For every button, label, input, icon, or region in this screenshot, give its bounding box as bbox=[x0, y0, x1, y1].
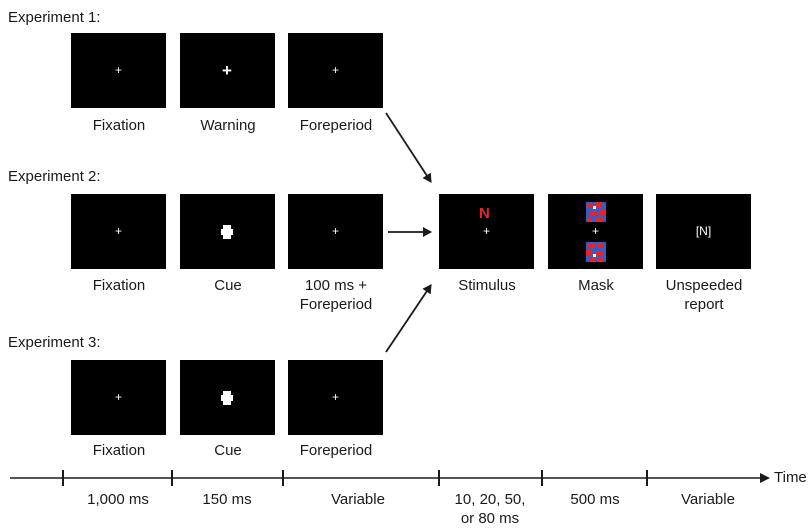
interval-label: 500 ms bbox=[570, 491, 620, 508]
caption-stimulus: Stimulus bbox=[458, 277, 516, 294]
interval-label: Variable bbox=[681, 491, 735, 508]
exp2-fixation-screen: + bbox=[71, 194, 166, 269]
fixation-cross-icon: + bbox=[115, 390, 123, 404]
warning-cross-icon: + bbox=[222, 61, 232, 80]
interval-label: 150 ms bbox=[202, 491, 252, 508]
experiment-2-title: Experiment 2: bbox=[8, 168, 101, 185]
exp2-caption-foreperiod: 100 ms + Foreperiod bbox=[299, 277, 373, 313]
fixation-cross-icon: + bbox=[332, 390, 340, 404]
fixation-cross-icon: + bbox=[115, 224, 123, 238]
mask-screen: + bbox=[548, 194, 643, 269]
exp3-caption-foreperiod: Foreperiod bbox=[299, 442, 373, 459]
interval-label: Variable bbox=[331, 491, 385, 508]
exp1-caption-fixation: Fixation bbox=[92, 117, 146, 134]
cue-marker-icon bbox=[221, 395, 233, 401]
timeline-arrowhead-icon bbox=[760, 473, 770, 483]
exp1-caption-foreperiod: Foreperiod bbox=[299, 117, 373, 134]
exp3-foreperiod-screen: + bbox=[288, 360, 383, 435]
mask-pattern-bottom-icon bbox=[586, 242, 606, 262]
stimulus-screen: N + bbox=[439, 194, 534, 269]
arrow-exp1-to-stimulus bbox=[385, 112, 432, 183]
exp1-caption-warning: Warning bbox=[200, 117, 256, 134]
interval-label: 1,000 ms bbox=[87, 491, 149, 508]
report-screen: [N] bbox=[656, 194, 751, 269]
interval-label: 10, 20, 50, or 80 ms bbox=[454, 491, 526, 527]
exp1-fixation-screen: + bbox=[71, 33, 166, 108]
fixation-cross-icon: + bbox=[483, 224, 491, 238]
exp1-foreperiod-screen: + bbox=[288, 33, 383, 108]
arrow-exp3-to-stimulus bbox=[385, 284, 432, 353]
caption-report: Unspeeded report bbox=[665, 277, 743, 313]
experiment-1-title: Experiment 1: bbox=[8, 9, 101, 26]
timeline-axis-label: Time bbox=[774, 469, 807, 486]
exp3-cue-screen bbox=[180, 360, 275, 435]
stimulus-letter: N bbox=[479, 205, 490, 222]
exp3-caption-cue: Cue bbox=[214, 442, 242, 459]
exp2-caption-cue: Cue bbox=[214, 277, 242, 294]
fixation-cross-icon: + bbox=[332, 224, 340, 238]
exp2-caption-fixation: Fixation bbox=[92, 277, 146, 294]
fixation-cross-icon: + bbox=[332, 63, 340, 77]
exp2-foreperiod-screen: + bbox=[288, 194, 383, 269]
cue-marker-icon bbox=[221, 229, 233, 235]
experiment-3-title: Experiment 3: bbox=[8, 334, 101, 351]
exp3-fixation-screen: + bbox=[71, 360, 166, 435]
exp1-warning-screen: + bbox=[180, 33, 275, 108]
exp2-cue-screen bbox=[180, 194, 275, 269]
caption-mask: Mask bbox=[578, 277, 614, 294]
fixation-cross-icon: + bbox=[592, 224, 600, 238]
report-text: [N] bbox=[695, 224, 712, 238]
fixation-cross-icon: + bbox=[115, 63, 123, 77]
exp3-caption-fixation: Fixation bbox=[92, 442, 146, 459]
mask-pattern-top-icon bbox=[586, 202, 606, 222]
